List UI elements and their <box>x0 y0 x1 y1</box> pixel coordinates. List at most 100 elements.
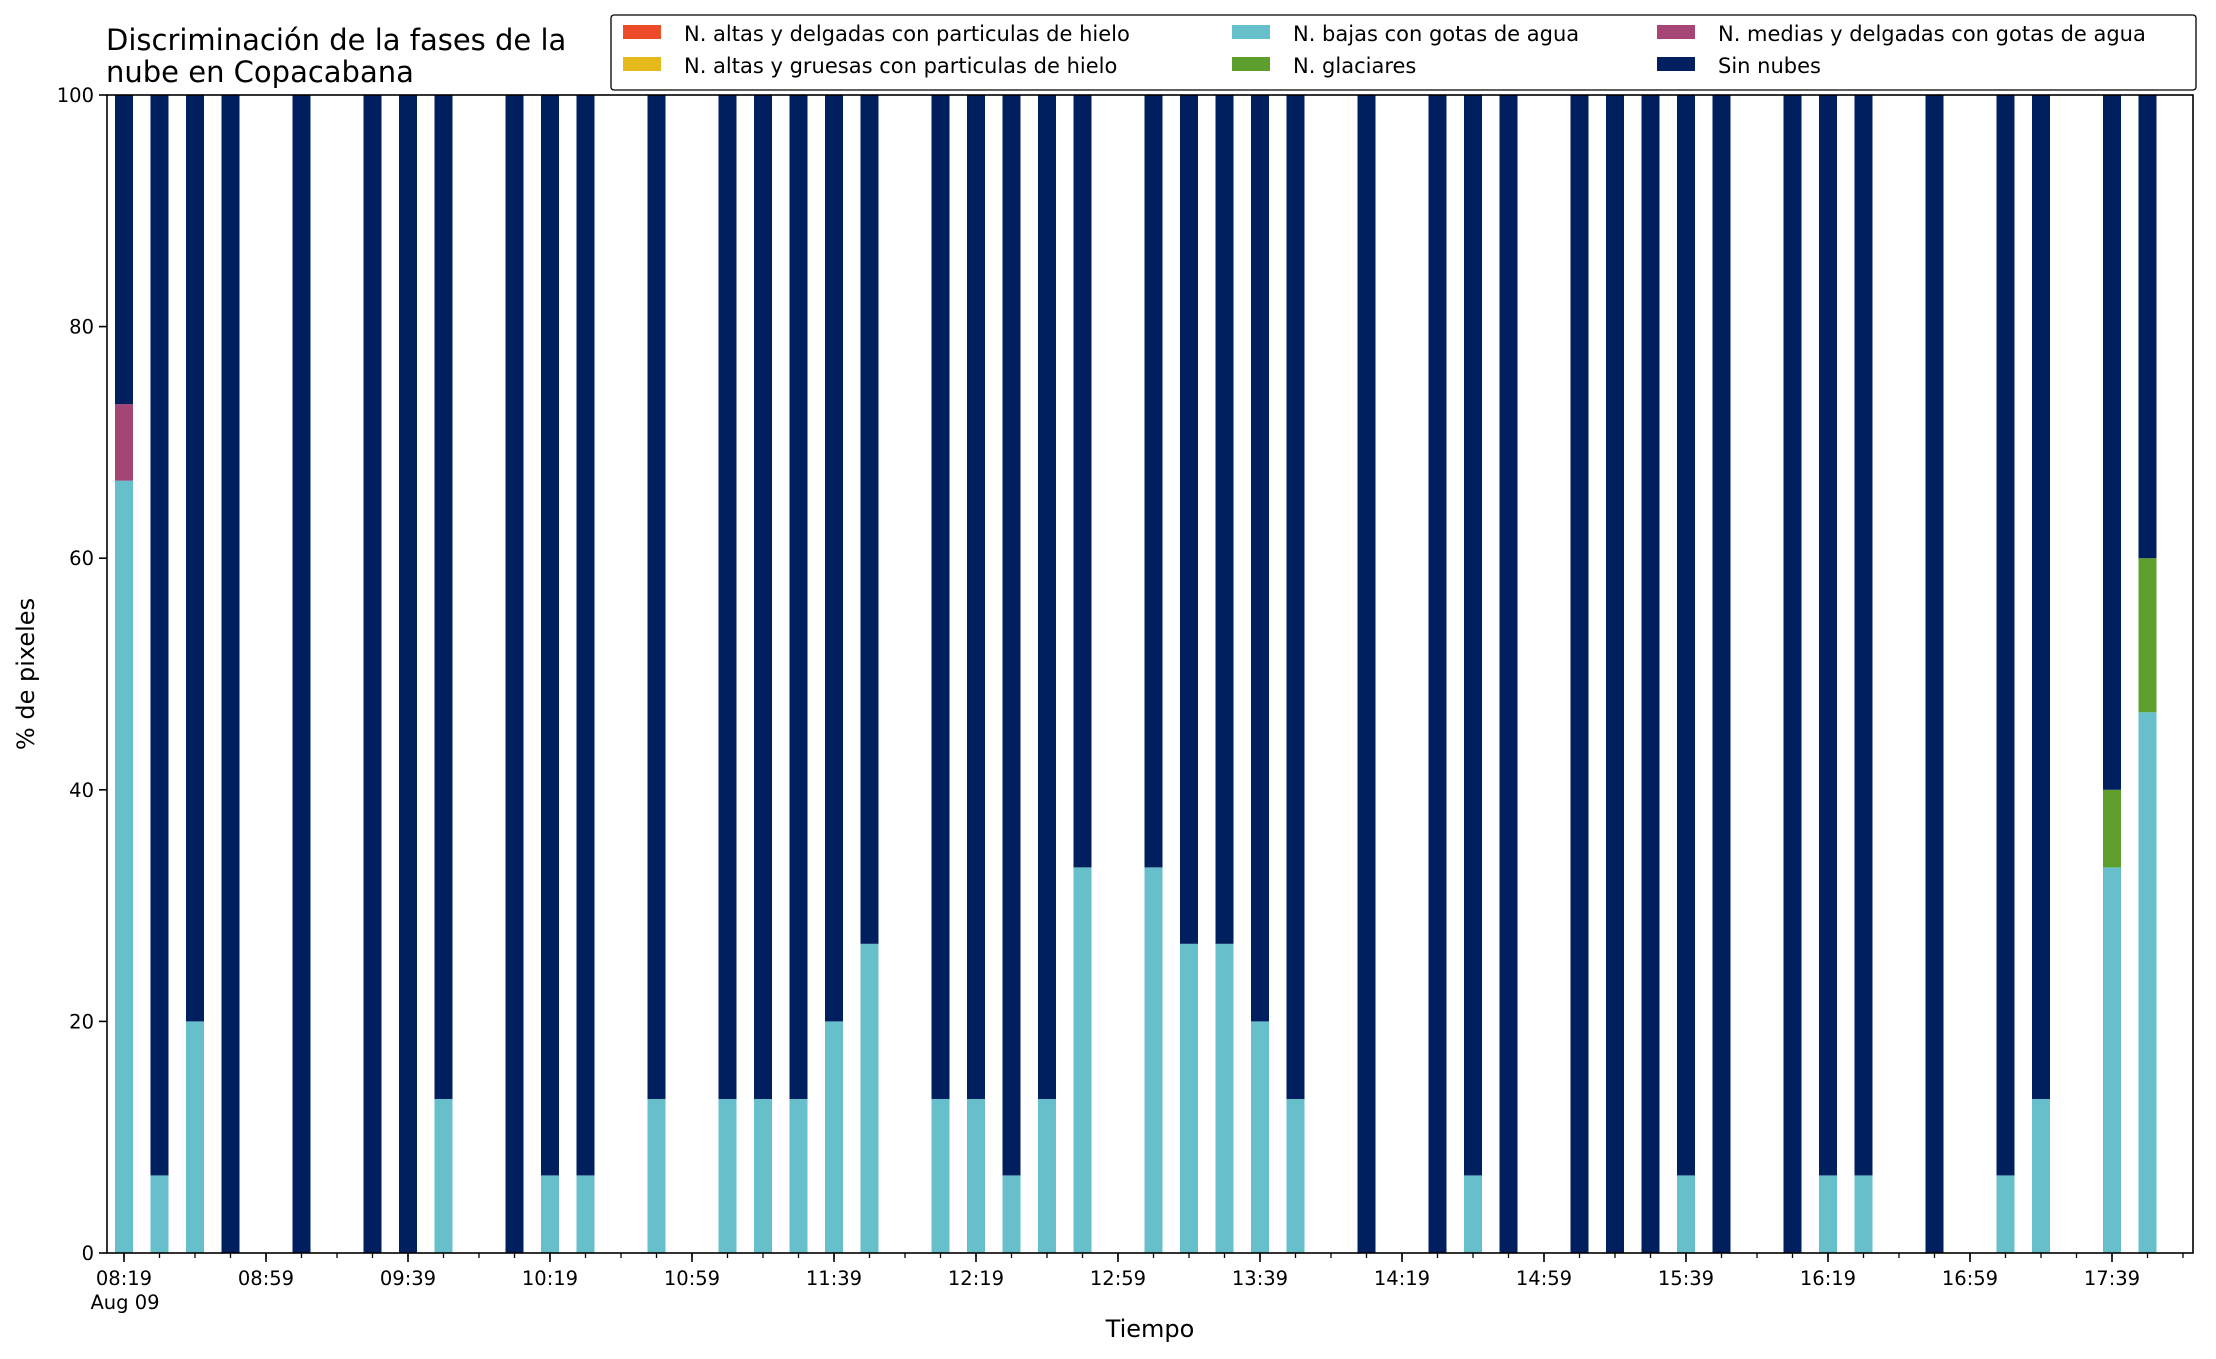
bar-segment-2-1[interactable] <box>150 1175 169 1253</box>
bar-segment-5-20[interactable] <box>825 95 843 1022</box>
y-tick-label-0: 0 <box>82 1242 94 1265</box>
bar-segment-3-57[interactable] <box>2138 558 2157 713</box>
bar-segment-2-48[interactable] <box>1819 1175 1837 1253</box>
bar-segment-5-43[interactable] <box>1641 95 1660 1253</box>
bar-segment-3-56[interactable] <box>2103 789 2121 868</box>
chart-title-line: Discriminación de la fases de la <box>106 23 566 57</box>
y-tick-label-80: 80 <box>69 316 94 339</box>
bar-segment-5-31[interactable] <box>1215 95 1234 944</box>
plot-frame <box>106 94 2194 1254</box>
bar-segment-5-13[interactable] <box>576 95 595 1176</box>
y-axis: 0 20 40 60 80 100 <box>57 84 107 1265</box>
bar-segment-2-9[interactable] <box>434 1098 453 1253</box>
bar-segment-5-3[interactable] <box>221 95 240 1253</box>
bar-segment-5-17[interactable] <box>718 95 737 1099</box>
bar-segment-2-32[interactable] <box>1251 1021 1269 1253</box>
bar-segment-2-20[interactable] <box>825 1021 843 1253</box>
bar-segment-5-7[interactable] <box>363 95 382 1253</box>
bar-segment-5-33[interactable] <box>1286 95 1305 1099</box>
bar-segment-2-31[interactable] <box>1215 943 1234 1253</box>
bar-segment-5-39[interactable] <box>1499 95 1518 1253</box>
bar-segment-5-8[interactable] <box>399 95 417 1253</box>
x-tick-label-56: 17:39 <box>2084 1267 2140 1290</box>
bar-segment-5-19[interactable] <box>789 95 808 1099</box>
bar-segment-5-49[interactable] <box>1854 95 1873 1176</box>
bar-segment-2-54[interactable] <box>2032 1098 2050 1253</box>
bar-segment-2-13[interactable] <box>576 1175 595 1253</box>
bar-segment-2-49[interactable] <box>1854 1175 1873 1253</box>
bar-segment-5-23[interactable] <box>931 95 950 1099</box>
bar-segment-2-24[interactable] <box>967 1098 985 1253</box>
bar-segment-5-2[interactable] <box>186 95 204 1022</box>
bar-segment-5-45[interactable] <box>1712 95 1731 1253</box>
bar-segment-2-18[interactable] <box>754 1098 772 1253</box>
bar-segment-2-25[interactable] <box>1002 1175 1021 1253</box>
x-tick-label-0: 08:19 <box>96 1267 152 1290</box>
bar-segment-2-17[interactable] <box>718 1098 737 1253</box>
bar-segment-5-9[interactable] <box>434 95 453 1099</box>
legend-swatch-0-1 <box>623 57 661 71</box>
bar-segment-2-53[interactable] <box>1996 1175 2015 1253</box>
bar-segment-5-48[interactable] <box>1819 95 1837 1176</box>
bar-segment-5-25[interactable] <box>1002 95 1021 1176</box>
bar-segment-5-56[interactable] <box>2103 95 2121 790</box>
x-tick-label-20: 11:39 <box>806 1267 862 1290</box>
bar-segment-5-47[interactable] <box>1783 95 1802 1253</box>
bar-segment-2-2[interactable] <box>186 1021 204 1253</box>
bar-segment-5-15[interactable] <box>647 95 666 1099</box>
bar-segment-5-53[interactable] <box>1996 95 2015 1176</box>
bar-segment-5-5[interactable] <box>292 95 311 1253</box>
bar-segment-2-57[interactable] <box>2138 712 2157 1253</box>
bar-segment-2-33[interactable] <box>1286 1098 1305 1253</box>
bar-segment-5-1[interactable] <box>150 95 169 1176</box>
bar-segment-5-35[interactable] <box>1357 95 1376 1253</box>
legend[interactable]: N. altas y delgadas con particulas de hi… <box>610 14 2197 91</box>
bar-segment-2-23[interactable] <box>931 1098 950 1253</box>
bar-segment-2-15[interactable] <box>647 1098 666 1253</box>
bar-segment-5-21[interactable] <box>860 95 879 944</box>
bar-segment-5-29[interactable] <box>1144 95 1163 868</box>
legend-swatch-2-1 <box>1657 57 1695 71</box>
bar-segment-2-0[interactable] <box>115 480 133 1253</box>
bar-segment-5-24[interactable] <box>967 95 985 1099</box>
bar-segment-5-42[interactable] <box>1606 95 1624 1253</box>
bar-segment-5-30[interactable] <box>1180 95 1198 944</box>
bar-segment-5-44[interactable] <box>1677 95 1695 1176</box>
bar-segment-2-38[interactable] <box>1464 1175 1482 1253</box>
bar-segment-2-26[interactable] <box>1038 1098 1056 1253</box>
bar-segment-5-0[interactable] <box>115 95 133 405</box>
bar-segment-5-51[interactable] <box>1925 95 1944 1253</box>
bar-segment-4-0[interactable] <box>115 404 133 481</box>
bar-segment-2-30[interactable] <box>1180 943 1198 1253</box>
x-tick-label-12: 10:19 <box>522 1267 578 1290</box>
bar-segment-5-27[interactable] <box>1073 95 1092 868</box>
legend-frame <box>610 14 2197 91</box>
legend-label-1-0: N. bajas con gotas de agua <box>1293 22 1579 46</box>
legend-swatch-0-0 <box>623 25 661 39</box>
bar-segment-2-12[interactable] <box>541 1175 559 1253</box>
x-tick-label-28: 12:59 <box>1090 1267 1146 1290</box>
bar-segment-5-11[interactable] <box>505 95 524 1253</box>
bar-segment-5-18[interactable] <box>754 95 772 1099</box>
bar-segment-5-41[interactable] <box>1570 95 1589 1253</box>
bar-segment-2-21[interactable] <box>860 943 879 1253</box>
y-tick-label-40: 40 <box>69 779 94 802</box>
bar-segment-2-19[interactable] <box>789 1098 808 1253</box>
bar-segment-2-56[interactable] <box>2103 867 2121 1253</box>
legend-swatch-1-1 <box>1232 57 1270 71</box>
bar-segment-2-29[interactable] <box>1144 867 1163 1253</box>
bar-segment-5-26[interactable] <box>1038 95 1056 1099</box>
bar-segment-5-32[interactable] <box>1251 95 1269 1022</box>
bar-segment-5-37[interactable] <box>1428 95 1447 1253</box>
bar-segment-5-54[interactable] <box>2032 95 2050 1099</box>
x-axis-label: Tiempo <box>1105 1315 1195 1343</box>
x-tick-label-8: 09:39 <box>380 1267 436 1290</box>
legend-swatch-1-0 <box>1232 25 1270 39</box>
y-axis-label: % de pixeles <box>12 598 40 750</box>
bar-segment-5-38[interactable] <box>1464 95 1482 1176</box>
bar-segment-5-12[interactable] <box>541 95 559 1176</box>
bar-segment-5-57[interactable] <box>2138 95 2157 559</box>
bar-segment-2-27[interactable] <box>1073 867 1092 1253</box>
bar-segment-2-44[interactable] <box>1677 1175 1695 1253</box>
chart-title-line: nube en Copacabana <box>106 55 414 89</box>
